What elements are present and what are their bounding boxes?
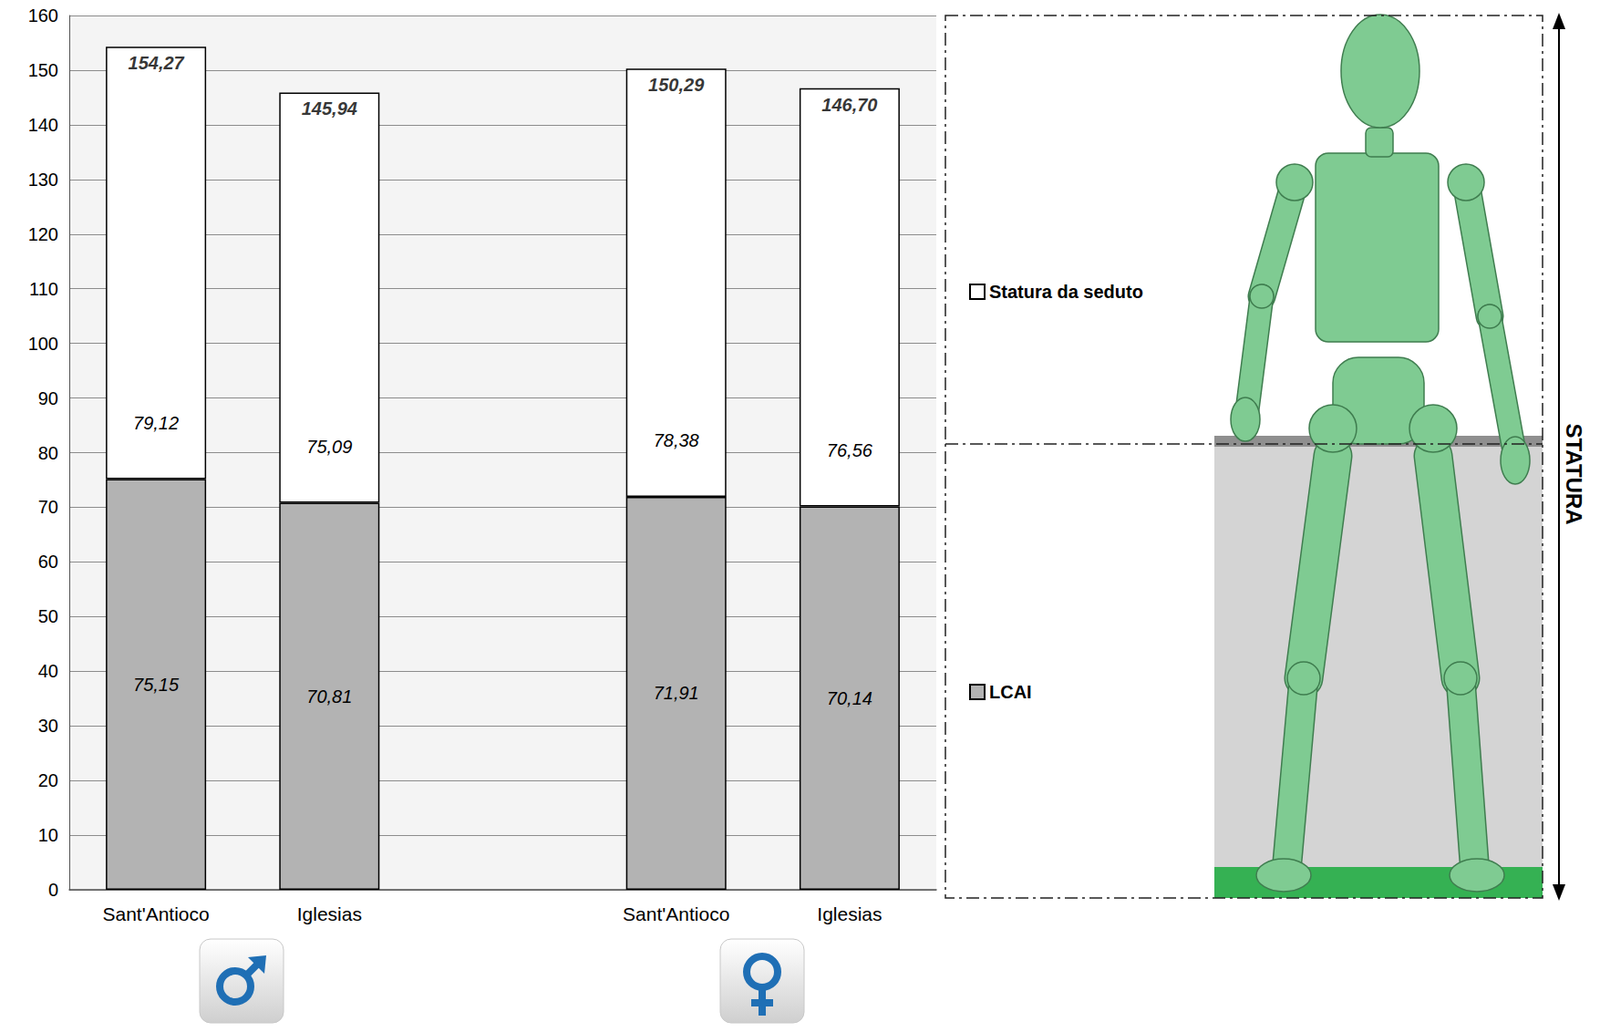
svg-text:70,14: 70,14 <box>826 688 873 709</box>
svg-text:Iglesias: Iglesias <box>297 903 362 925</box>
svg-text:90: 90 <box>38 388 59 409</box>
svg-text:146,70: 146,70 <box>821 94 878 115</box>
svg-text:20: 20 <box>38 770 59 791</box>
svg-text:71,91: 71,91 <box>653 682 700 703</box>
svg-text:100: 100 <box>28 333 59 354</box>
svg-text:50: 50 <box>38 606 59 627</box>
svg-text:Iglesias: Iglesias <box>816 903 882 925</box>
svg-text:80: 80 <box>38 443 59 464</box>
svg-text:60: 60 <box>38 551 59 572</box>
svg-text:120: 120 <box>28 224 59 245</box>
svg-text:79,12: 79,12 <box>133 412 179 434</box>
svg-text:145,94: 145,94 <box>301 98 358 119</box>
svg-text:70: 70 <box>38 496 59 517</box>
svg-text:150: 150 <box>28 60 59 81</box>
svg-text:STATURA: STATURA <box>1561 423 1587 525</box>
svg-text:40: 40 <box>38 660 59 682</box>
svg-text:Statura da seduto: Statura da seduto <box>989 281 1144 302</box>
svg-text:140: 140 <box>28 114 59 135</box>
svg-text:75,15: 75,15 <box>133 674 180 695</box>
svg-text:154,27: 154,27 <box>128 52 186 73</box>
svg-text:0: 0 <box>48 879 59 900</box>
svg-text:130: 130 <box>28 169 59 190</box>
svg-text:75,09: 75,09 <box>306 436 352 457</box>
svg-text:76,56: 76,56 <box>826 440 874 461</box>
svg-text:LCAI: LCAI <box>989 681 1033 702</box>
svg-text:78,38: 78,38 <box>653 430 700 451</box>
svg-text:30: 30 <box>38 715 59 736</box>
svg-text:10: 10 <box>38 825 59 846</box>
svg-text:150,29: 150,29 <box>648 74 705 95</box>
svg-text:Sant'Antioco: Sant'Antioco <box>622 903 730 925</box>
svg-text:Sant'Antioco: Sant'Antioco <box>102 903 209 925</box>
svg-text:160: 160 <box>28 5 59 26</box>
svg-text:70,81: 70,81 <box>306 686 352 707</box>
svg-text:110: 110 <box>29 278 59 300</box>
